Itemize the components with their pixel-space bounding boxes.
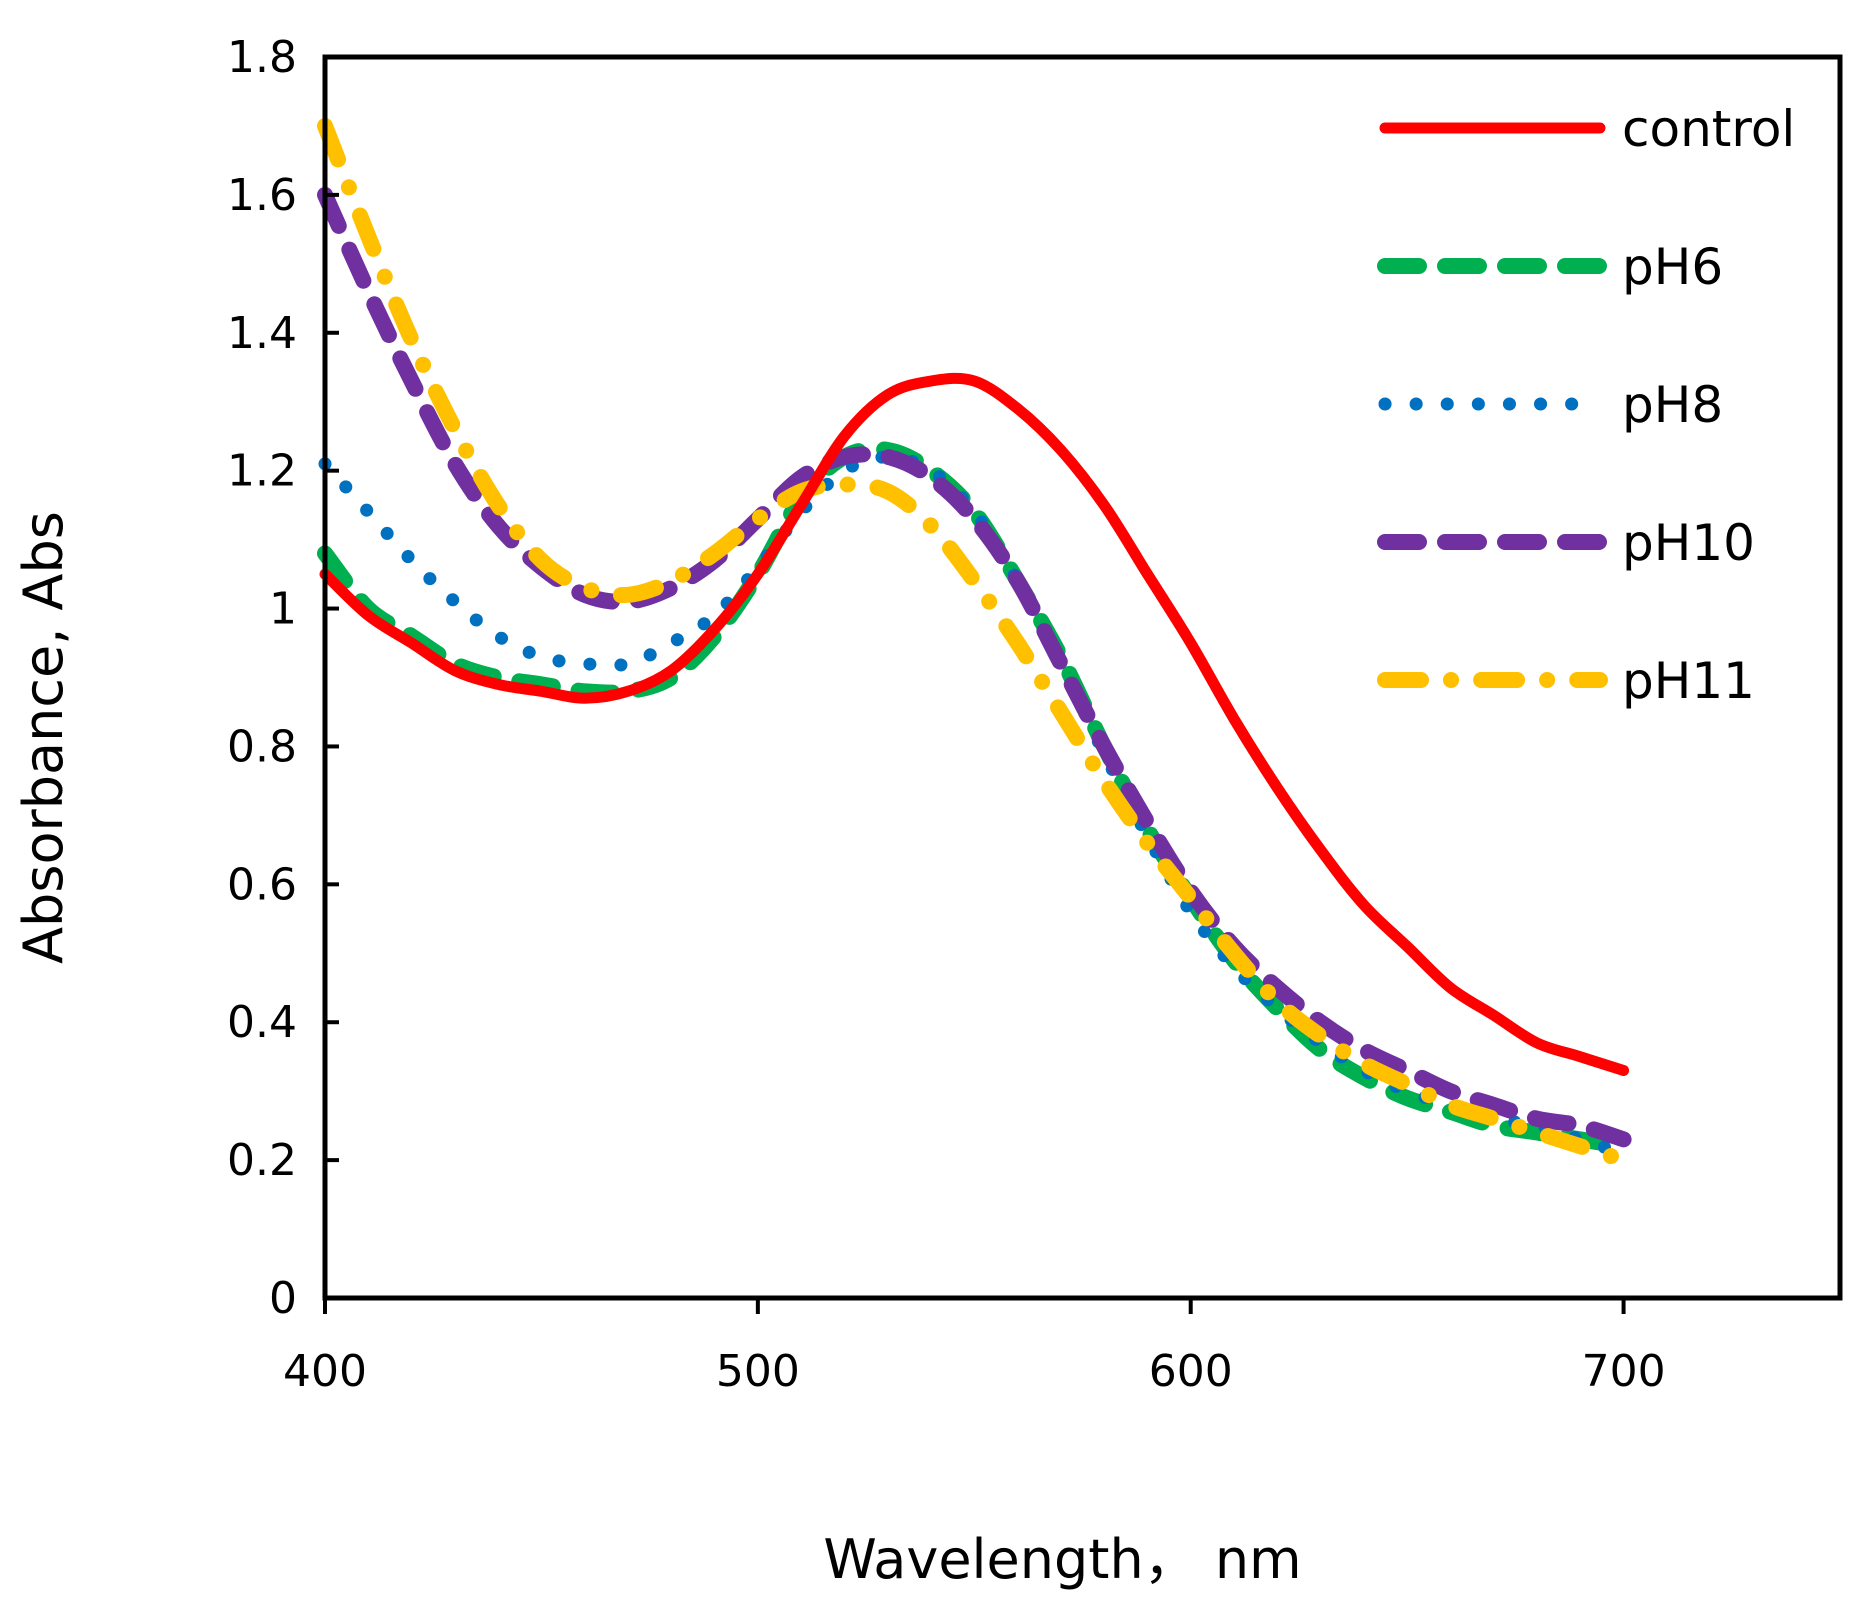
x-axis-title: Wavelength， nm — [823, 1528, 1301, 1591]
y-tick-label: 1.2 — [227, 446, 297, 497]
x-tick-label: 500 — [716, 1346, 800, 1397]
tick-layer: 0 0.2 0.4 0.6 0.8 1 1.2 1.4 1.6 1.8 400 500 600 700 — [227, 32, 1666, 1397]
legend-label-ph11: pH11 — [1622, 652, 1755, 710]
y-tick-label: 0.4 — [227, 997, 297, 1048]
legend-label-ph10: pH10 — [1622, 514, 1755, 572]
y-tick-label: 0.8 — [227, 721, 297, 772]
y-tick-label: 0.2 — [227, 1135, 297, 1186]
legend-label-control: control — [1622, 100, 1795, 158]
y-tick-label: 0 — [269, 1273, 297, 1324]
y-tick-label: 0.6 — [227, 859, 297, 910]
series-line-control — [319, 372, 1630, 1076]
x-tick-label: 700 — [1582, 1346, 1666, 1397]
y-tick-label: 1 — [269, 584, 297, 635]
series-layer — [317, 117, 1632, 1169]
x-tick-label: 600 — [1149, 1346, 1233, 1397]
legend-label-ph6: pH6 — [1622, 238, 1723, 296]
series-line-ph10 — [317, 186, 1632, 1148]
series-line-ph11 — [317, 117, 1632, 1169]
legend: control pH6 pH8 pH10 pH11 — [1377, 100, 1795, 710]
y-tick-label: 1.4 — [227, 308, 297, 359]
x-tick-label: 400 — [283, 1346, 367, 1397]
y-tick-label: 1.6 — [227, 170, 297, 221]
y-axis-title: Absorbance, Abs — [12, 511, 75, 964]
plot-frame — [322, 54, 1843, 1301]
legend-label-ph8: pH8 — [1622, 376, 1723, 434]
y-tick-label: 1.8 — [227, 32, 297, 83]
